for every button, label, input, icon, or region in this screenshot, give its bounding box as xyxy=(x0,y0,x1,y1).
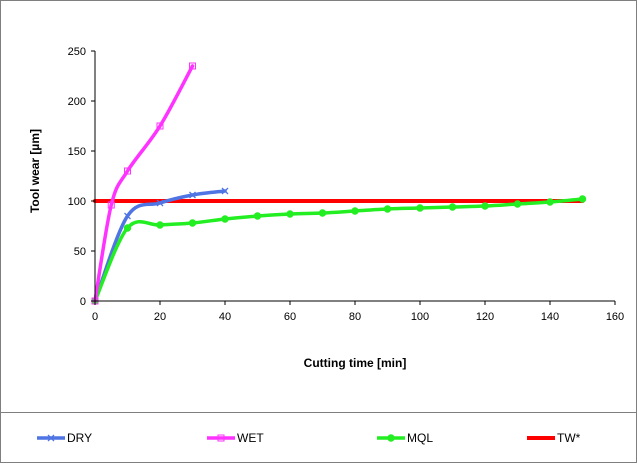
data-point-wet xyxy=(124,167,131,175)
data-point-mql xyxy=(123,224,132,232)
legend-label-wet: WET xyxy=(237,431,264,445)
data-point-wet xyxy=(189,62,196,70)
legend-bar xyxy=(1,412,636,463)
legend-marker-dry xyxy=(47,434,55,442)
data-point-wet xyxy=(107,201,115,209)
x-tick-label: 120 xyxy=(476,311,494,323)
x-tick-label: 140 xyxy=(541,311,559,323)
series-line-wet xyxy=(93,64,195,303)
series-line-mql xyxy=(93,197,585,303)
legend-label-dry: DRY xyxy=(67,431,92,445)
legend-label-mql: MQL xyxy=(407,431,433,445)
y-tick-label: 100 xyxy=(68,196,86,208)
legend-item-mql: MQL xyxy=(377,431,433,445)
data-point-mql xyxy=(188,219,197,227)
data-point-dry xyxy=(189,191,196,199)
y-axis-label: Tool wear [µm] xyxy=(28,129,42,213)
axes xyxy=(94,51,615,302)
legend: DRY WET MQL TW* xyxy=(37,431,581,445)
data-point-dry xyxy=(124,212,131,220)
x-tick-label: 60 xyxy=(284,311,296,323)
data-point-mql xyxy=(318,209,327,217)
data-point-mql xyxy=(286,210,294,218)
legend-marker-wet xyxy=(217,434,225,442)
x-tick-label: 160 xyxy=(606,311,624,323)
legend-item-tw: TW* xyxy=(527,431,581,445)
data-point-mql xyxy=(221,215,229,223)
data-point-wet xyxy=(156,122,164,130)
data-point-mql xyxy=(351,207,359,215)
data-point-mql xyxy=(156,221,164,229)
data-point-mql xyxy=(513,200,522,208)
data-point-mql xyxy=(253,212,262,220)
y-tick-label: 0 xyxy=(80,296,86,308)
x-tick-label: 80 xyxy=(349,311,361,323)
x-axis-label: Cutting time [min] xyxy=(304,356,407,370)
legend-label-tw: TW* xyxy=(557,431,581,445)
data-point-dry xyxy=(156,199,164,207)
legend-marker-mql xyxy=(387,434,395,442)
y-tick-label: 200 xyxy=(68,96,86,108)
data-point-mql xyxy=(448,203,457,211)
data-point-mql xyxy=(481,202,489,210)
y-tick-label: 250 xyxy=(68,46,86,58)
data-point-mql xyxy=(578,195,587,203)
ticks: 0 20 40 60 80 100 120 140 160 0 50 100 150 200 250 xyxy=(68,46,625,323)
x-tick-label: 40 xyxy=(219,311,231,323)
data-point-mql xyxy=(416,204,424,212)
data-point-mql xyxy=(383,205,392,213)
x-tick-label: 0 xyxy=(92,311,98,323)
series-mql xyxy=(91,195,587,305)
plot-lines xyxy=(91,62,587,305)
legend-item-dry: DRY xyxy=(37,431,92,445)
x-tick-label: 100 xyxy=(411,311,429,323)
data-point-mql xyxy=(546,198,554,206)
y-tick-label: 150 xyxy=(68,146,86,158)
legend-item-wet: WET xyxy=(207,431,264,445)
y-tick-label: 50 xyxy=(74,246,86,258)
data-point-dry xyxy=(221,187,229,195)
x-tick-label: 20 xyxy=(154,311,166,323)
